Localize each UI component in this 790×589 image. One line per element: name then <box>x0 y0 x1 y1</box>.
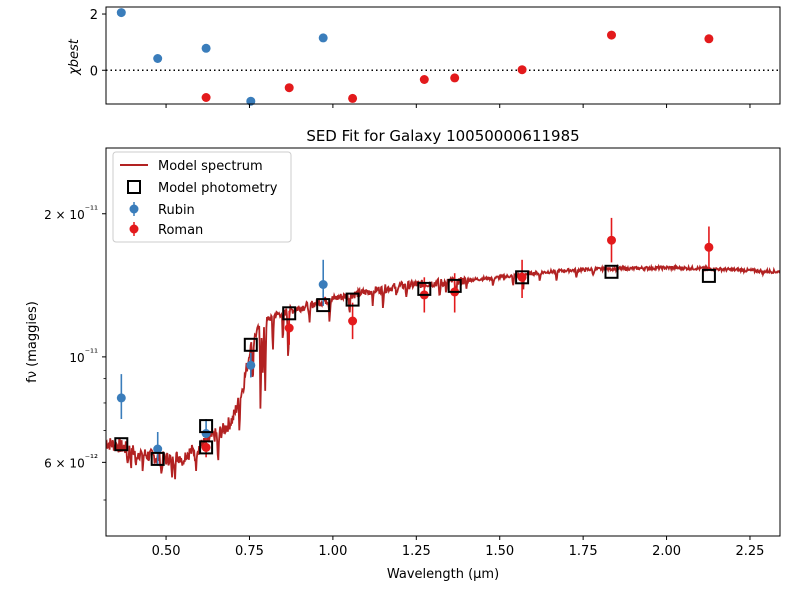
residual-point-rubin <box>246 96 256 106</box>
main-x-tick-label: 0.50 <box>152 544 181 559</box>
main-y-tick-label: 10⁻¹¹ <box>69 348 98 365</box>
observed-point-rubin <box>116 393 126 403</box>
model-photometry-square <box>114 437 129 452</box>
model-photometry-square <box>199 440 214 455</box>
main-y-tick-label: 6 × 10⁻¹² <box>44 453 98 470</box>
legend-roman-marker <box>129 224 139 234</box>
residual-point-roman <box>450 73 460 83</box>
residual-point-roman <box>419 75 429 84</box>
model-photometry-square <box>604 264 619 279</box>
observed-point-roman <box>348 316 358 326</box>
model-spectrum-line <box>106 263 780 480</box>
residual-point-roman <box>348 93 358 103</box>
main-y-tick-label-exponent: ⁻¹² <box>85 453 98 464</box>
model-photometry-square <box>150 451 165 466</box>
main-x-tick-label: 0.75 <box>235 544 264 559</box>
residual-point-rubin <box>318 33 328 43</box>
residual-y-tick-label: 2 <box>90 8 98 23</box>
main-x-ticks: 0.50 0.75 1.00 1.25 1.50 1.75 2.00 2.25 <box>152 536 764 559</box>
x-axis-label: Wavelength (μm) <box>387 567 499 582</box>
legend-model-photometry-marker <box>127 180 141 194</box>
legend: Model spectrum Model photometry Rubin Ro… <box>112 151 292 243</box>
residual-y-tick-label: 0 <box>90 64 98 79</box>
residual-point-roman <box>607 30 616 40</box>
main-x-tick-label: 2.00 <box>652 544 681 559</box>
main-y-tick-label-exponent: ⁻¹¹ <box>85 348 98 359</box>
residual-point-roman <box>284 83 294 93</box>
main-y-tick-label-base: 6 × 10 <box>44 456 85 470</box>
observed-point-rubin <box>201 429 211 438</box>
model-photometry-square <box>199 419 214 434</box>
residual-y-axis-label-chi: χbest <box>67 38 82 76</box>
residual-panel: 02 χbest <box>67 6 781 108</box>
chart-title: SED Fit for Galaxy 10050000611985 <box>306 127 579 145</box>
residual-y-axis-label: χbest <box>67 38 82 76</box>
model-photometry-square <box>345 292 360 307</box>
main-axes-frame <box>105 147 781 537</box>
model-photometry-square <box>701 268 716 283</box>
model-photometry-square <box>515 270 530 285</box>
residual-point-rubin <box>201 43 211 53</box>
main-x-tick-label: 1.75 <box>569 544 598 559</box>
legend-box <box>112 151 292 243</box>
model-photometry-square <box>282 306 297 321</box>
observed-point-rubin <box>246 360 256 370</box>
model-photometry-square <box>417 281 432 296</box>
residual-point-roman <box>704 34 714 44</box>
observed-point-roman <box>201 442 211 452</box>
observed-point-roman <box>704 242 714 252</box>
main-x-tick-label: 2.25 <box>735 544 764 559</box>
residual-axes-frame <box>105 6 781 105</box>
legend-rubin-label: Rubin <box>158 203 195 218</box>
main-y-axis-label: fν (maggies) <box>25 301 40 383</box>
observed-point-roman <box>607 235 616 245</box>
residual-x-ticks <box>165 104 751 108</box>
legend-model-spectrum-label: Model spectrum <box>158 159 263 174</box>
main-x-tick-label: 1.50 <box>485 544 514 559</box>
main-plot-area <box>106 217 780 480</box>
main-y-tick-label: 2 × 10⁻¹¹ <box>44 205 98 222</box>
legend-roman-label: Roman <box>158 223 203 238</box>
observed-point-rubin <box>153 444 163 454</box>
main-y-tick-label-base: 10 <box>69 351 84 365</box>
residual-y-ticks: 02 <box>90 8 106 79</box>
main-panel: SED Fit for Galaxy 10050000611985 6 × 10… <box>25 127 781 582</box>
legend-rubin-marker <box>129 204 139 214</box>
model-photometry-square <box>316 298 331 313</box>
residual-point-rubin <box>116 8 126 18</box>
observed-point-rubin <box>318 280 328 289</box>
model-photometry-square <box>243 337 258 352</box>
main-y-tick-label-base: 2 × 10 <box>44 208 85 222</box>
legend-model-photometry-label: Model photometry <box>158 181 278 196</box>
residual-point-roman <box>517 65 527 75</box>
model-photometry-square <box>447 278 462 293</box>
residual-point-roman <box>201 93 211 102</box>
residual-plot-area <box>106 8 780 106</box>
main-x-tick-label: 1.00 <box>318 544 347 559</box>
residual-point-rubin <box>153 54 163 63</box>
observed-point-roman <box>517 272 527 282</box>
observed-point-roman <box>284 323 294 333</box>
main-y-tick-label-exponent: ⁻¹¹ <box>85 205 98 216</box>
main-x-tick-label: 1.25 <box>402 544 431 559</box>
